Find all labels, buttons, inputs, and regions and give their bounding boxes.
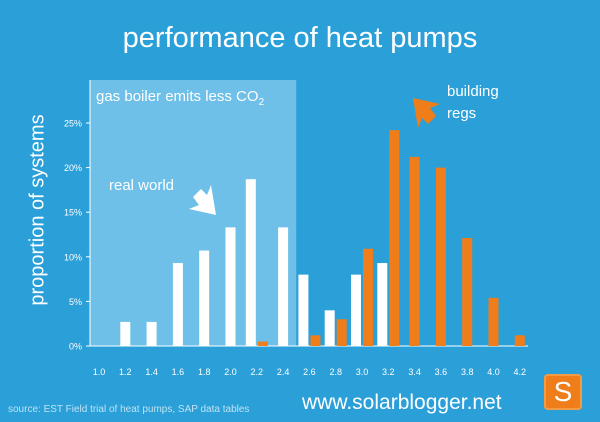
x-tick-label: 4.0 [487, 367, 500, 377]
bar-building-regs [389, 130, 400, 346]
solarblogger-logo: S [544, 374, 582, 410]
y-tick-label: 0% [69, 342, 82, 352]
bar-building-regs [514, 335, 525, 346]
real-world-arrow-icon [189, 185, 216, 215]
x-tick-label: 2.4 [277, 367, 290, 377]
x-tick-label: 2.2 [251, 367, 264, 377]
x-tick-label: 3.2 [382, 367, 395, 377]
x-tick-label: 4.2 [514, 367, 527, 377]
y-tick-label: 25% [64, 119, 82, 129]
source-note: source: EST Field trial of heat pumps, S… [8, 404, 250, 415]
bar-real-world [377, 263, 388, 346]
bar-building-regs [336, 319, 347, 346]
bar-real-world [298, 274, 309, 346]
bar-building-regs [257, 341, 268, 346]
bar-building-regs [310, 335, 321, 346]
x-tick-label: 3.4 [408, 367, 421, 377]
gas-boiler-subscript: 2 [258, 97, 265, 108]
bar-building-regs [462, 238, 473, 346]
x-tick-label: 1.2 [119, 367, 132, 377]
building-regs-annotation: building regs [447, 81, 527, 125]
building-regs-line-1: building [447, 83, 499, 100]
x-tick-label: 1.8 [198, 367, 211, 377]
bar-building-regs [409, 156, 420, 346]
bar-real-world [172, 263, 183, 346]
x-tick-label: 3.8 [461, 367, 474, 377]
x-tick-label: 3.0 [356, 367, 369, 377]
bar-real-world [199, 250, 210, 346]
bar-real-world [278, 227, 289, 346]
gas-boiler-text: gas boiler emits less CO [96, 88, 259, 105]
y-tick-label: 5% [69, 297, 82, 307]
y-tick-label: 20% [64, 163, 82, 173]
x-tick-label: 1.4 [145, 367, 158, 377]
bar-real-world [324, 310, 335, 346]
bar-real-world [351, 274, 361, 346]
x-tick-label: 2.0 [224, 367, 237, 377]
bar-building-regs [363, 248, 373, 346]
y-axis-label: proportion of systems [26, 114, 49, 306]
x-tick-label: 2.6 [303, 367, 316, 377]
bar-real-world [225, 227, 236, 346]
gas-boiler-region [90, 80, 297, 346]
real-world-annotation: real world [109, 177, 175, 194]
bar-building-regs [488, 297, 499, 346]
building-regs-line-2: regs [447, 105, 477, 122]
chart-title: performance of heat pumps [122, 22, 478, 54]
y-tick-label: 10% [64, 252, 82, 262]
bar-building-regs [435, 167, 446, 346]
x-tick-label: 3.6 [435, 367, 448, 377]
x-tick-label: 1.6 [172, 367, 185, 377]
x-tick-label: 2.8 [329, 367, 342, 377]
y-tick-label: 15% [64, 208, 82, 218]
website-link[interactable]: www.solarblogger.net [302, 391, 502, 414]
logo-letter: S [553, 376, 573, 407]
x-tick-label: 1.0 [93, 367, 106, 377]
gas-boiler-annotation: gas boiler emits less CO2 [96, 88, 264, 108]
bar-real-world [245, 179, 256, 346]
building-regs-arrow-icon [413, 98, 440, 128]
bar-real-world [146, 321, 157, 346]
bar-real-world [120, 321, 131, 346]
